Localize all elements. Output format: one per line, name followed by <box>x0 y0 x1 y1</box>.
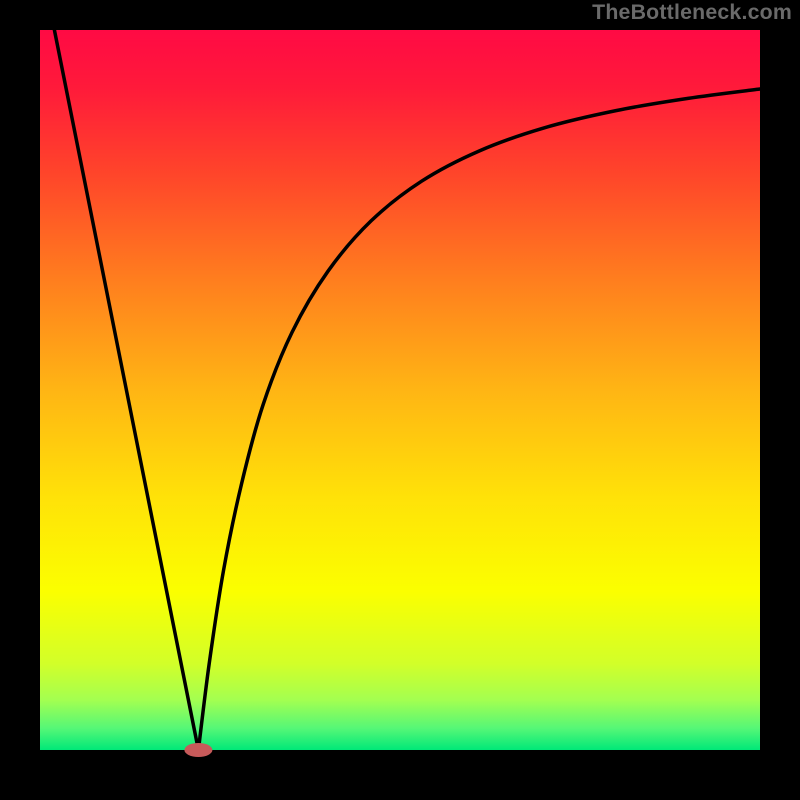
plot-svg <box>0 0 800 800</box>
watermark-text: TheBottleneck.com <box>592 0 792 25</box>
minimum-marker <box>184 743 212 757</box>
plot-gradient-bg <box>40 30 760 750</box>
chart-container: TheBottleneck.com <box>0 0 800 800</box>
